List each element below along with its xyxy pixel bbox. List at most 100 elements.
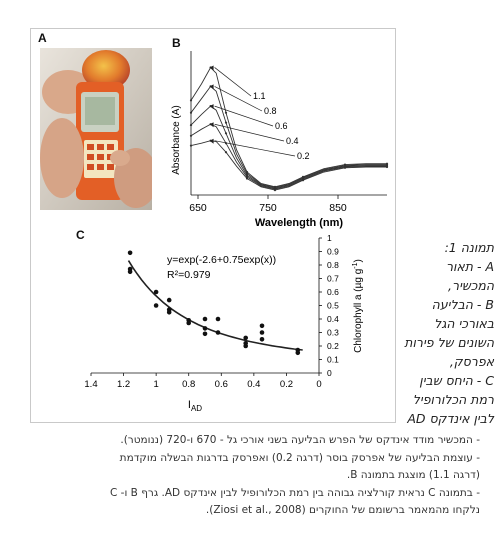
absorbance-point (189, 124, 193, 127)
absorbance-point (301, 179, 305, 182)
chlorophyll-x-tick-label: 0.6 (215, 379, 228, 390)
absorbance-point (189, 144, 193, 147)
absorbance-label-arrow (209, 84, 214, 90)
chlorophyll-point (243, 335, 248, 341)
fit-r2: R²=0.979 (167, 269, 211, 281)
chlorophyll-point (243, 343, 248, 349)
chlorophyll-xlabel: IAD (188, 399, 202, 413)
note-line: - בתמונה C נראית קורלציה גבוהה בין רמת ה… (109, 486, 480, 499)
chlorophyll-y-tick-label: 0 (327, 368, 332, 378)
absorbance-label-arrow (209, 65, 214, 71)
side-caption-line: A - תאור (445, 259, 494, 274)
chlorophyll-ylabel-sup: -1 (352, 262, 359, 268)
absorbance-label-leader (214, 67, 252, 97)
absorbance-point (385, 165, 389, 169)
chlorophyll-x-tick-label: 1.2 (117, 379, 130, 390)
chlorophyll-point (215, 316, 221, 322)
chlorophyll-point (259, 330, 265, 335)
absorbance-curve-label: 0.8 (264, 106, 277, 116)
chlorophyll-ylabel-main: Chlorophyll a (µg g (353, 269, 364, 353)
side-caption: תמונה 1: A - תאור המכשיר, B - הבליעה באו… (398, 238, 494, 428)
side-caption-line: אפרסק, (449, 354, 494, 369)
chlorophyll-x-tick-label: 0 (316, 379, 321, 390)
absorbance-curve-label: 0.6 (275, 121, 288, 131)
chlorophyll-points (127, 250, 301, 356)
chlorophyll-point (259, 337, 265, 342)
chlorophyll-y-tick-label: 0.5 (327, 301, 339, 311)
absorbance-point (224, 111, 228, 114)
absorbance-curves (189, 66, 389, 192)
figure-notes: - המכשיר מודד אינדקס של הפרש הבליעה בשני… (30, 432, 480, 520)
panel-a-label: A (38, 31, 47, 45)
note-line: - המכשיר מודד אינדקס של הפרש הבליעה בשני… (120, 434, 480, 446)
device-photo (40, 48, 152, 210)
chlorophyll-point (259, 323, 265, 329)
chlorophyll-point (202, 331, 208, 337)
side-caption-line: C - היחס שבין (419, 373, 494, 388)
absorbance-series-0.4 (190, 123, 387, 190)
chlorophyll-ylabel: Chlorophyll a (µg g-1) (352, 259, 364, 353)
chlorophyll-point (215, 330, 221, 335)
fit-equation: y=exp(-2.6+0.75exp(x)) (167, 254, 276, 266)
chlorophyll-point (202, 316, 208, 322)
side-caption-line: תמונה 1: (444, 240, 494, 255)
chlorophyll-xlabel-sub: AD (191, 404, 202, 413)
absorbance-point (273, 189, 277, 192)
chlorophyll-point (166, 297, 172, 303)
absorbance-point (189, 134, 193, 137)
absorbance-point (245, 177, 249, 180)
absorbance-curve-label: 0.2 (297, 151, 310, 161)
absorbance-chart: Absorbance (A) 650 750 850 1.1 0.8 0.6 0.4 0.2… (171, 51, 389, 229)
chlorophyll-point (127, 250, 133, 256)
absorbance-label-leader (214, 86, 263, 112)
side-caption-line: באורכי הגל (434, 316, 494, 331)
absorbance-curve-label: 1.1 (253, 91, 266, 101)
chlorophyll-point (153, 289, 159, 295)
chlorophyll-chart: 1.4 1.2 1 0.8 0.6 0.4 0.2 0 0 0.1 0.2 0.3 0.4 0.5 0.6… (84, 233, 364, 413)
absorbance-x-tick-label: 750 (259, 202, 277, 214)
absorbance-ylabel: Absorbance (A) (171, 105, 182, 174)
chlorophyll-x-tick-label: 0.2 (280, 379, 293, 390)
absorbance-xlabel: Wavelength (nm) (255, 217, 344, 229)
chlorophyll-y-ticks: 0 0.1 0.2 0.3 0.4 0.5 0.6 0.7 0.8 0.9 1 (319, 233, 339, 378)
absorbance-point (224, 121, 228, 124)
absorbance-label-leader (214, 140, 296, 157)
note-line: נלקחו מהמאמר ברשומם של החוקרים (Ziosi et… (205, 504, 480, 516)
side-caption-line: B - הבליעה (431, 297, 494, 312)
chlorophyll-x-tick-label: 0.4 (247, 379, 260, 390)
absorbance-series-1.1 (190, 66, 387, 188)
chlorophyll-ylabel-end: ) (353, 259, 364, 262)
chlorophyll-y-tick-label: 0.9 (327, 247, 339, 257)
chlorophyll-point (166, 310, 172, 315)
absorbance-point (343, 166, 347, 169)
chlorophyll-y-tick-label: 0.4 (327, 314, 339, 324)
chlorophyll-y-tick-label: 0.8 (327, 260, 339, 270)
chlorophyll-x-ticks: 1.4 1.2 1 0.8 0.6 0.4 0.2 0 (84, 373, 322, 390)
absorbance-point (224, 151, 228, 154)
absorbance-label-leader (214, 123, 285, 142)
chlorophyll-point (127, 269, 133, 275)
side-caption-line: השונים של פירות (404, 335, 494, 350)
absorbance-label-arrow (209, 104, 214, 110)
chlorophyll-y-tick-label: 0.1 (327, 355, 339, 365)
chlorophyll-x-tick-label: 1 (153, 379, 158, 390)
absorbance-curve-labels: 1.1 0.8 0.6 0.4 0.2 (209, 65, 310, 161)
chlorophyll-x-tick-label: 0.8 (182, 379, 195, 390)
chlorophyll-fit-curve (127, 260, 303, 351)
chlorophyll-x-tick-label: 1.4 (84, 379, 97, 390)
absorbance-point (224, 132, 228, 135)
chlorophyll-y-tick-label: 1 (327, 233, 332, 243)
absorbance-label-arrow (209, 138, 214, 144)
side-caption-line: לבין אינדקס AD (407, 411, 494, 426)
note-line: (דרגה 1.1) מוצגת בתמונה B. (346, 469, 480, 481)
chlorophyll-point (202, 326, 208, 331)
absorbance-x-ticks: 650 750 850 (189, 195, 347, 214)
absorbance-point (189, 99, 193, 102)
chlorophyll-point (186, 320, 191, 326)
side-caption-line: רמת הכלורופיל (412, 392, 494, 407)
panel-b-label: B (172, 36, 181, 50)
chlorophyll-y-tick-label: 0.7 (327, 274, 339, 284)
absorbance-x-tick-label: 850 (329, 202, 347, 214)
panel-c-label: C (76, 228, 85, 242)
chlorophyll-y-tick-label: 0.6 (327, 287, 339, 297)
